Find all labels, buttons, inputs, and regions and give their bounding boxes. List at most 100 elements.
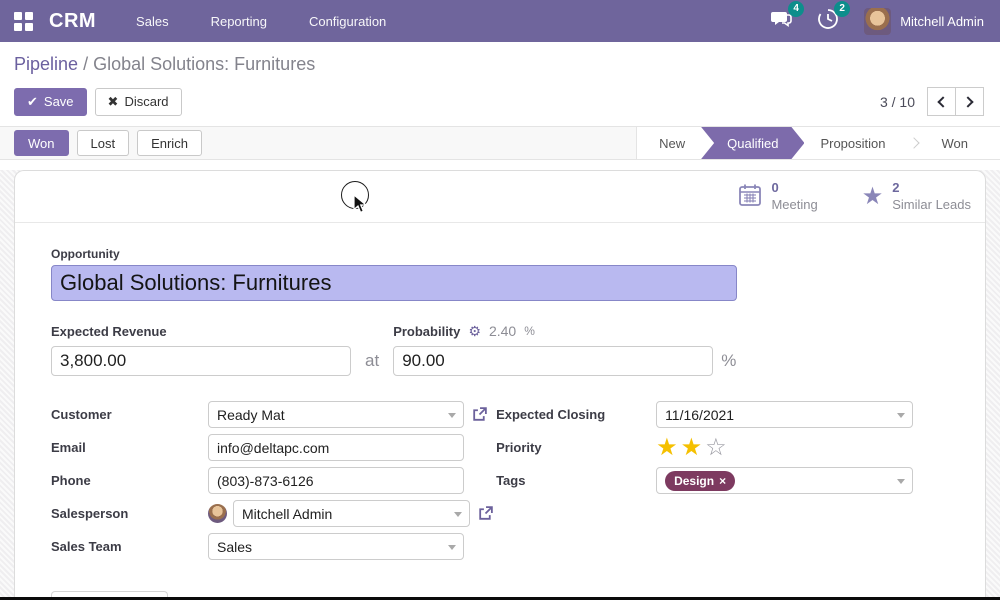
tag-remove-icon[interactable]: ×	[719, 473, 727, 488]
tab-internal-notes[interactable]: Internal Notes	[51, 591, 168, 600]
app-name[interactable]: CRM	[49, 9, 97, 32]
salesperson-avatar	[208, 504, 227, 523]
enrich-button[interactable]: Enrich	[137, 130, 202, 156]
caret-down-icon	[897, 413, 906, 418]
user-name[interactable]: Mitchell Admin	[900, 13, 984, 29]
breadcrumb-pipeline-link[interactable]: Pipeline	[14, 54, 79, 74]
mouse-cursor-icon	[353, 193, 369, 219]
salesperson-dropdown[interactable]: Mitchell Admin	[233, 500, 470, 527]
priority-stars[interactable]: ★ ★ ☆	[656, 433, 727, 461]
stage-won[interactable]: Won	[941, 135, 969, 151]
stage-qualified[interactable]: Qualified	[701, 127, 804, 159]
discard-button[interactable]: ✖ Discard	[94, 87, 182, 116]
probability-input[interactable]	[393, 346, 714, 376]
menu-reporting[interactable]: Reporting	[210, 13, 267, 29]
tag-design[interactable]: Design ×	[665, 470, 736, 491]
close-icon: ✖	[107, 93, 119, 109]
statusbar: Won Lost Enrich New Qualified Propositio…	[0, 126, 1000, 160]
lost-button[interactable]: Lost	[76, 130, 130, 156]
customer-label: Customer	[51, 407, 112, 422]
sheet-header: 0 Meeting ★ 2 Similar Leads	[15, 171, 985, 223]
user-avatar[interactable]	[864, 7, 892, 35]
meeting-count: 0	[771, 180, 779, 196]
pager-next-button[interactable]	[955, 87, 984, 116]
stage-pipeline: New Qualified Proposition Won	[636, 127, 1000, 159]
form-sheet: 0 Meeting ★ 2 Similar Leads Opportunity	[14, 170, 986, 600]
click-indicator	[341, 181, 371, 214]
similar-leads-label: Similar Leads	[892, 196, 971, 212]
customer-external-link-icon[interactable]	[471, 406, 488, 423]
expected-closing-value: 11/16/2021	[665, 406, 735, 423]
expected-closing-label: Expected Closing	[496, 407, 606, 422]
customer-row: Customer Ready Mat	[51, 398, 496, 431]
similar-leads-stat-button[interactable]: ★ 2 Similar Leads	[862, 180, 971, 213]
pager-previous-button[interactable]	[927, 87, 956, 116]
expected-revenue-input[interactable]	[51, 346, 351, 376]
pager-counter: 3 / 10	[879, 93, 915, 110]
save-button[interactable]: ✔ Save	[14, 87, 87, 116]
email-label: Email	[51, 440, 86, 455]
sales-team-value: Sales	[217, 538, 253, 555]
caret-down-icon	[897, 479, 906, 484]
notebook-tabs: Internal Notes Extra Information	[51, 591, 949, 600]
messages-badge: 4	[788, 0, 805, 17]
star-filled-icon[interactable]: ★	[680, 433, 703, 461]
caret-down-icon	[448, 413, 456, 418]
star-icon: ★	[861, 182, 884, 210]
sales-team-dropdown[interactable]: Sales	[208, 533, 464, 560]
meeting-stat-button[interactable]: 0 Meeting	[738, 180, 818, 213]
tag-design-label: Design	[674, 473, 715, 488]
tags-row: Tags Design ×	[496, 464, 949, 497]
meeting-label: Meeting	[771, 196, 818, 212]
menu-sales[interactable]: Sales	[136, 13, 169, 29]
salesperson-external-link-icon[interactable]	[477, 505, 494, 522]
tags-dropdown[interactable]: Design ×	[656, 467, 914, 494]
bottom-edge-bar	[0, 597, 1000, 600]
phone-row: Phone	[51, 464, 496, 497]
opportunity-title-input[interactable]	[51, 265, 737, 301]
activity-clock-icon	[818, 8, 839, 33]
save-button-label: Save	[43, 94, 74, 109]
star-filled-icon[interactable]: ★	[656, 433, 678, 461]
messages-button[interactable]: 4	[770, 0, 805, 34]
calendar-icon	[738, 183, 762, 210]
expected-closing-row: Expected Closing 11/16/2021	[496, 398, 949, 431]
stage-separator-icon	[907, 137, 920, 149]
tags-label: Tags	[496, 473, 526, 488]
phone-label: Phone	[51, 473, 91, 488]
percent-sign: %	[721, 351, 737, 370]
apps-menu-icon[interactable]	[14, 11, 33, 31]
top-menu: Sales Reporting Configuration	[136, 14, 386, 29]
chevron-left-icon	[937, 95, 949, 108]
star-empty-icon[interactable]: ☆	[705, 433, 727, 461]
probability-label: Probability	[393, 323, 461, 339]
sales-team-row: Sales Team Sales	[51, 530, 496, 563]
caret-down-icon	[454, 512, 462, 517]
opportunity-label: Opportunity	[51, 247, 120, 261]
salesperson-value: Mitchell Admin	[242, 505, 333, 522]
customer-value: Ready Mat	[217, 406, 285, 423]
chevron-right-icon	[962, 95, 974, 108]
top-navbar: CRM Sales Reporting Configuration 4 2	[0, 0, 1000, 42]
breadcrumb: Pipeline / Global Solutions: Furnitures	[14, 54, 984, 75]
phone-field[interactable]	[208, 467, 464, 494]
probability-auto-value: 2.40	[488, 323, 517, 339]
gear-icon[interactable]: ⚙	[468, 323, 481, 339]
menu-configuration[interactable]: Configuration	[308, 13, 387, 29]
breadcrumb-current: Global Solutions: Furnitures	[93, 54, 316, 74]
priority-row: Priority ★ ★ ☆	[496, 431, 949, 464]
stage-proposition[interactable]: Proposition	[820, 135, 886, 151]
email-field[interactable]	[208, 434, 464, 461]
at-label: at	[365, 351, 380, 370]
activities-badge: 2	[834, 0, 851, 17]
expected-closing-dropdown[interactable]: 11/16/2021	[656, 401, 914, 428]
won-button[interactable]: Won	[14, 130, 69, 156]
sales-team-label: Sales Team	[51, 539, 122, 554]
discard-button-label: Discard	[124, 94, 169, 109]
stage-new[interactable]: New	[659, 135, 686, 151]
customer-dropdown[interactable]: Ready Mat	[208, 401, 464, 428]
probability-auto-percent: %	[524, 324, 535, 338]
record-pager: 3 / 10	[880, 87, 984, 116]
activities-button[interactable]: 2	[818, 0, 851, 34]
